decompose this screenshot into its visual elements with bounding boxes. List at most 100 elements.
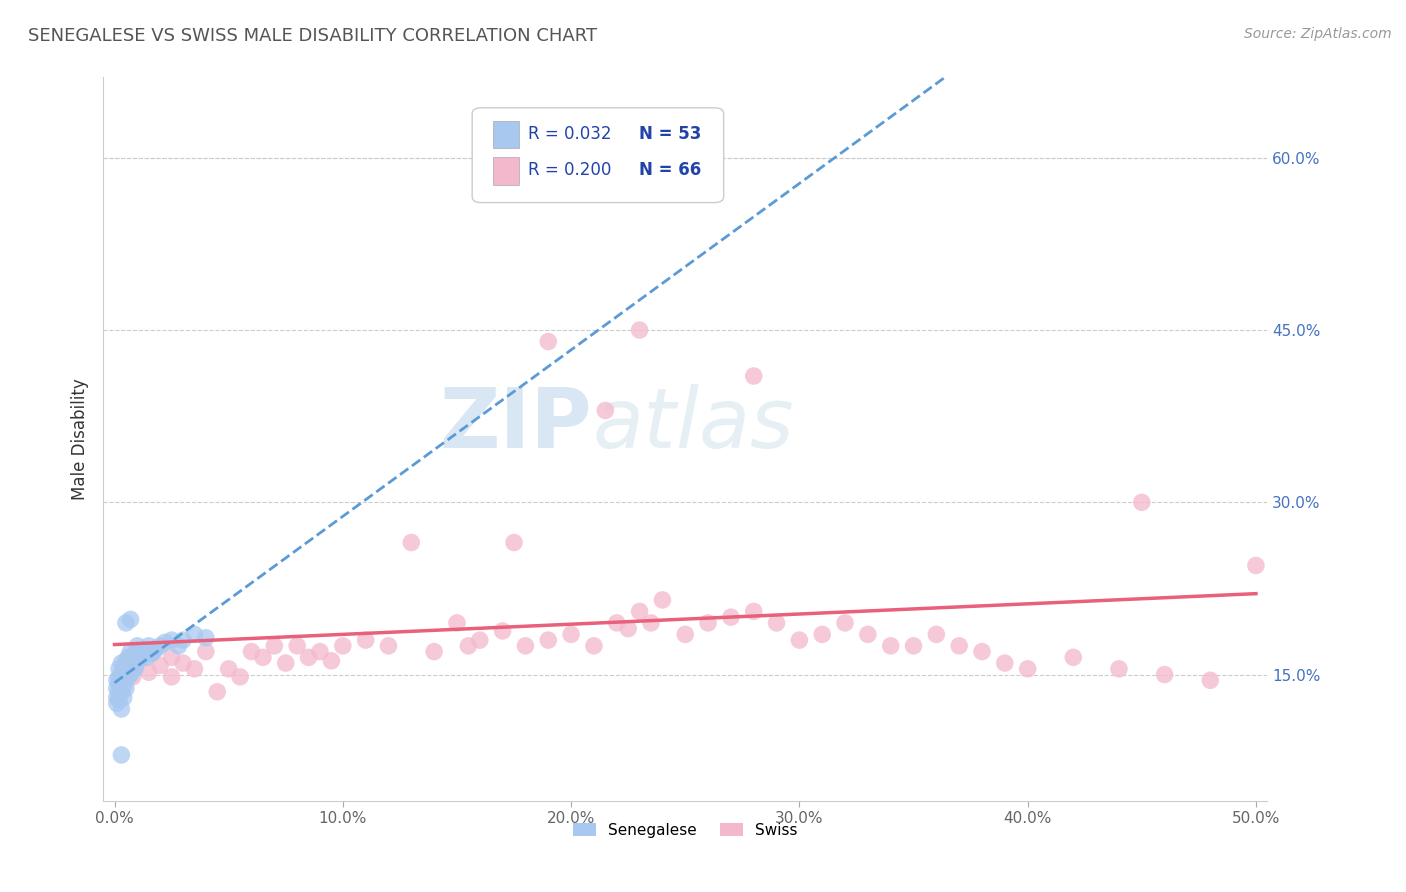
Point bbox=[115, 654, 138, 668]
Point bbox=[789, 633, 811, 648]
Point bbox=[948, 639, 970, 653]
Point bbox=[149, 658, 172, 673]
Point bbox=[207, 685, 229, 699]
Point bbox=[110, 702, 132, 716]
Point bbox=[183, 662, 205, 676]
Point bbox=[446, 615, 468, 630]
Point bbox=[834, 615, 856, 630]
Point bbox=[811, 627, 834, 641]
Point bbox=[560, 627, 582, 641]
Point bbox=[172, 633, 194, 648]
Point bbox=[1153, 667, 1175, 681]
Point bbox=[112, 679, 135, 693]
Point bbox=[765, 615, 787, 630]
Point bbox=[628, 323, 651, 337]
Point bbox=[194, 644, 217, 658]
Point bbox=[108, 662, 131, 676]
Point bbox=[582, 639, 605, 653]
Point bbox=[515, 639, 537, 653]
Legend: Senegalese, Swiss: Senegalese, Swiss bbox=[567, 816, 804, 844]
Point bbox=[120, 644, 142, 658]
Point bbox=[252, 650, 274, 665]
Point bbox=[127, 656, 149, 670]
Point bbox=[377, 639, 399, 653]
Point bbox=[697, 615, 720, 630]
Point bbox=[628, 604, 651, 618]
Point bbox=[138, 639, 160, 653]
Point bbox=[194, 631, 217, 645]
Point bbox=[1199, 673, 1222, 688]
Point bbox=[491, 624, 513, 638]
Point bbox=[105, 696, 128, 710]
Point bbox=[110, 667, 132, 681]
Point bbox=[145, 642, 167, 657]
Point bbox=[142, 644, 165, 658]
Point bbox=[110, 747, 132, 762]
Point bbox=[112, 670, 135, 684]
Point bbox=[167, 639, 190, 653]
Point bbox=[172, 656, 194, 670]
Point bbox=[183, 627, 205, 641]
Point bbox=[134, 644, 156, 658]
Point bbox=[1062, 650, 1084, 665]
Point bbox=[537, 633, 560, 648]
Point bbox=[110, 679, 132, 693]
Point bbox=[115, 670, 138, 684]
Point bbox=[640, 615, 662, 630]
Point bbox=[127, 654, 149, 668]
Point bbox=[332, 639, 354, 653]
Point bbox=[138, 665, 160, 680]
Point bbox=[105, 681, 128, 696]
Point bbox=[160, 650, 183, 665]
Point bbox=[274, 656, 297, 670]
Point bbox=[1130, 495, 1153, 509]
Point bbox=[457, 639, 479, 653]
Y-axis label: Male Disability: Male Disability bbox=[72, 378, 89, 500]
Point bbox=[617, 622, 640, 636]
Point bbox=[856, 627, 879, 641]
Point bbox=[117, 650, 139, 665]
Point bbox=[135, 650, 157, 665]
Point bbox=[160, 670, 183, 684]
Point bbox=[115, 681, 138, 696]
Point bbox=[1017, 662, 1039, 676]
Point bbox=[121, 650, 143, 665]
Point bbox=[309, 644, 332, 658]
Text: N = 53: N = 53 bbox=[638, 125, 702, 143]
Text: R = 0.200: R = 0.200 bbox=[529, 161, 612, 179]
Point bbox=[994, 656, 1017, 670]
Point bbox=[139, 647, 162, 661]
Point bbox=[120, 656, 142, 670]
Point bbox=[115, 662, 138, 676]
Point bbox=[354, 633, 377, 648]
Point bbox=[229, 670, 252, 684]
Point bbox=[537, 334, 560, 349]
Point bbox=[160, 633, 183, 648]
Bar bbox=[494, 157, 519, 185]
Point bbox=[925, 627, 948, 641]
Point bbox=[115, 615, 138, 630]
Point bbox=[468, 633, 491, 648]
Point bbox=[720, 610, 742, 624]
Point bbox=[401, 535, 423, 549]
Point bbox=[112, 662, 135, 676]
Point bbox=[105, 690, 128, 705]
Point bbox=[121, 662, 143, 676]
Text: atlas: atlas bbox=[592, 384, 794, 466]
Point bbox=[606, 615, 628, 630]
Point bbox=[263, 639, 285, 653]
Point bbox=[117, 658, 139, 673]
Point bbox=[131, 650, 153, 665]
Point bbox=[595, 403, 617, 417]
Point bbox=[651, 593, 673, 607]
Point bbox=[115, 662, 138, 676]
Point bbox=[117, 670, 139, 684]
Point bbox=[121, 670, 143, 684]
Point bbox=[1244, 558, 1267, 573]
Bar bbox=[494, 120, 519, 148]
Point bbox=[108, 677, 131, 691]
Point bbox=[970, 644, 993, 658]
Point bbox=[108, 670, 131, 684]
FancyBboxPatch shape bbox=[472, 108, 724, 202]
Text: R = 0.032: R = 0.032 bbox=[529, 125, 612, 143]
